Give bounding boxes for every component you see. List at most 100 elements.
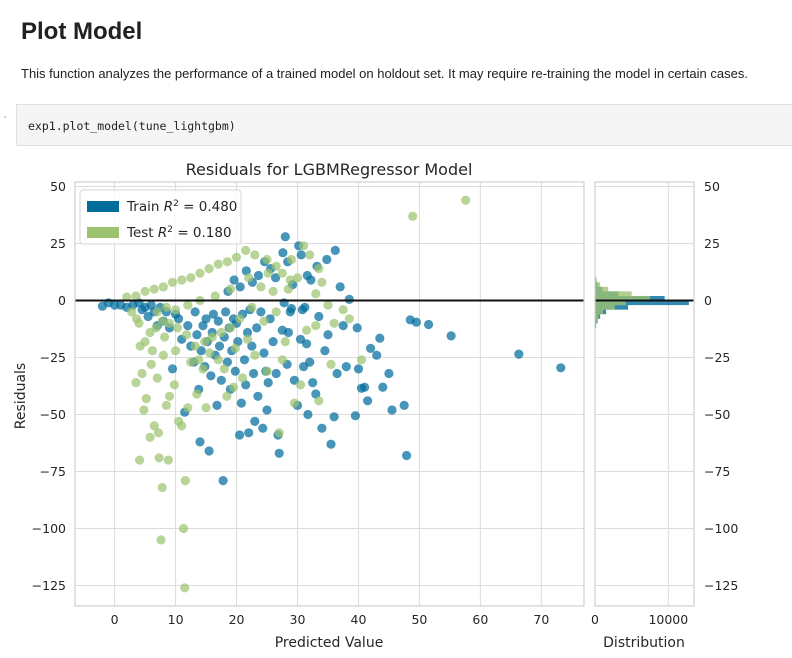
test-residual-point [190, 341, 200, 351]
distribution-background [595, 182, 694, 606]
test-residual-point [274, 428, 284, 438]
train-residual-point [372, 350, 382, 360]
page-description: This function analyzes the performance o… [21, 66, 748, 81]
test-residual-point [135, 455, 145, 465]
test-residual-point [157, 316, 167, 326]
distribution-y-tick-label: −50 [704, 407, 730, 422]
code-text[interactable]: exp1.plot_model(tune_lightgbm) [28, 119, 236, 133]
cell-prompt: · [2, 112, 9, 123]
test-residual-point [200, 337, 210, 347]
test-residual-point [277, 268, 287, 278]
test-distribution-bar [595, 314, 599, 319]
test-residual-point [219, 364, 229, 374]
train-residual-point [308, 378, 318, 388]
train-residual-point [366, 343, 376, 353]
train-residual-point [278, 248, 288, 258]
train-residual-point [302, 270, 312, 281]
train-residual-point [259, 348, 269, 358]
test-residual-point [222, 391, 232, 401]
train-residual-point [258, 423, 268, 433]
train-residual-point [446, 331, 456, 341]
test-residual-point [186, 357, 196, 367]
train-residual-point [274, 448, 284, 458]
test-distribution-bar [595, 286, 609, 292]
legend-test-swatch [87, 227, 119, 238]
page-title: Plot Model [21, 18, 143, 45]
test-residual-point [326, 359, 336, 369]
train-residual-point [167, 364, 178, 374]
y-axis-label: Residuals [13, 363, 29, 429]
test-residual-point [180, 583, 190, 593]
test-residual-point [201, 403, 211, 413]
test-residual-point [164, 318, 175, 328]
y-tick-label: 25 [50, 236, 66, 251]
test-residual-point [213, 355, 223, 365]
train-residual-point [341, 362, 351, 372]
test-residual-point [137, 368, 147, 379]
test-residual-point [204, 264, 214, 274]
train-residual-point [352, 323, 362, 333]
test-residual-point [171, 346, 181, 356]
test-residual-point [131, 378, 141, 388]
train-residual-point [195, 437, 205, 447]
test-residual-point [285, 275, 295, 285]
chart-title: Residuals for LGBMRegressor Model [186, 160, 473, 179]
test-residual-point [172, 323, 182, 333]
train-residual-point [271, 273, 281, 283]
test-residual-point [192, 389, 202, 399]
test-residual-point [356, 355, 367, 365]
test-residual-point [271, 307, 281, 317]
code-cell[interactable]: exp1.plot_model(tune_lightgbm) [16, 104, 792, 146]
test-residual-point [177, 421, 187, 431]
test-residual-point [164, 391, 175, 401]
test-residual-point [408, 211, 418, 221]
test-residual-point [225, 323, 235, 333]
train-residual-point [322, 254, 332, 265]
train-residual-point [143, 311, 153, 322]
train-residual-point [190, 307, 200, 317]
train-residual-point [514, 349, 524, 359]
main-plot-points [97, 195, 566, 593]
y-tick-label: −50 [40, 407, 66, 422]
train-residual-point [253, 391, 263, 401]
train-residual-point [262, 405, 272, 415]
test-residual-point [277, 355, 287, 365]
test-residual-point [216, 327, 226, 338]
test-residual-point [280, 337, 290, 347]
test-residual-point [305, 250, 315, 260]
test-residual-point [171, 305, 181, 315]
x-tick-label: 50 [411, 612, 427, 627]
distribution-y-tick-label: −125 [704, 578, 738, 593]
distribution-grid [594, 182, 694, 606]
train-residual-point [303, 409, 313, 420]
test-residual-point [177, 275, 187, 285]
test-residual-point [122, 292, 132, 302]
train-residual-point [297, 305, 307, 315]
train-residual-point [218, 476, 228, 486]
train-residual-point [405, 315, 415, 325]
test-residual-point [169, 380, 179, 390]
train-residual-point [183, 321, 193, 331]
distribution-x-tick-label: 0 [591, 612, 599, 627]
y-tick-label: 50 [50, 179, 66, 194]
test-distribution-bar [595, 300, 626, 306]
test-residual-point [225, 284, 235, 294]
test-residual-point [289, 398, 299, 408]
legend-frame [79, 189, 242, 245]
y-tick-label: −75 [40, 464, 66, 479]
test-residual-point [161, 400, 171, 410]
train-residual-point [256, 307, 266, 317]
test-distribution-bar [595, 309, 604, 315]
test-residual-point [213, 259, 223, 269]
test-residual-point [268, 286, 278, 296]
test-residual-point [231, 252, 242, 262]
train-residual-point [235, 430, 245, 440]
test-residual-point [182, 330, 192, 340]
distribution-x-tick-label: 10000 [648, 612, 688, 627]
distribution-y-tick-label: 50 [704, 179, 720, 194]
train-residual-point [97, 301, 107, 311]
test-residual-point [317, 277, 327, 287]
train-residual-point [330, 245, 340, 255]
test-distribution-bar [595, 318, 597, 324]
test-residual-point [222, 257, 232, 267]
